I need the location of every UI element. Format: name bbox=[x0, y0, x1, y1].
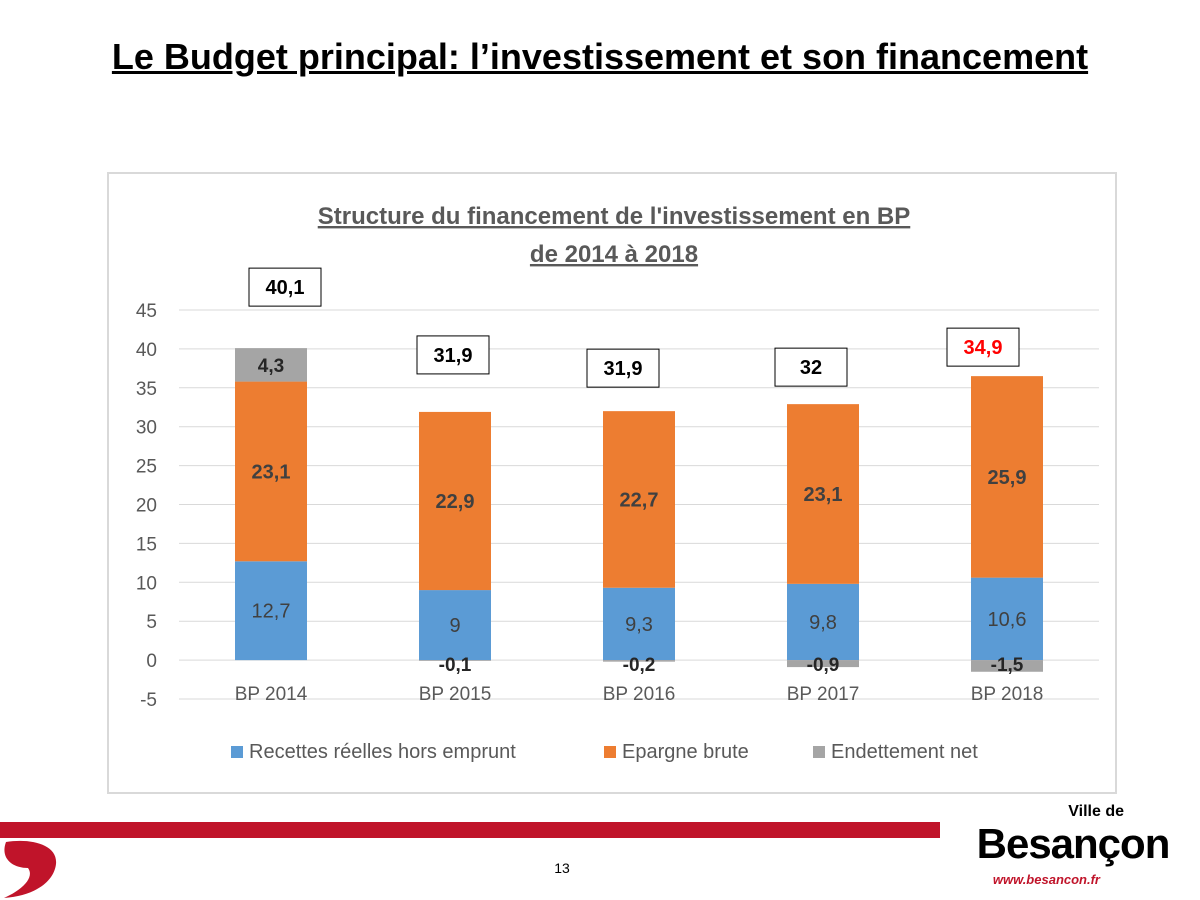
bar-recettes bbox=[419, 590, 491, 661]
total-box bbox=[586, 348, 660, 388]
bar-recettes bbox=[971, 577, 1043, 661]
legend-label-recettes: Recettes réelles hors emprunt bbox=[249, 741, 516, 763]
data-label-recettes: 9 bbox=[449, 615, 460, 637]
y-tick-label: 5 bbox=[146, 612, 157, 633]
chart-frame: 12,7 23,1 4,3 9 22,9 -0,1 9,3 22,7 -0,2 9,8 23,1 -0… bbox=[107, 172, 1117, 794]
bar-epargne bbox=[787, 404, 859, 584]
logo-besancon: Besançon bbox=[976, 820, 1171, 867]
data-label-endettement: -0,2 bbox=[623, 655, 656, 676]
bar-epargne bbox=[235, 381, 307, 562]
bar-recettes bbox=[603, 587, 675, 661]
bar-recettes bbox=[235, 561, 307, 661]
page-number: 13 bbox=[554, 860, 570, 876]
legend-swatch-epargne bbox=[604, 746, 616, 758]
total-labels: 40,1 31,9 31,9 32 34,9 bbox=[248, 267, 1020, 388]
bar-epargne bbox=[603, 411, 675, 588]
legend-swatch-recettes bbox=[231, 746, 243, 758]
data-label-epargne: 23,1 bbox=[804, 484, 843, 506]
data-label-endettement: -0,1 bbox=[439, 655, 472, 676]
total-label: 32 bbox=[800, 357, 822, 379]
x-tick-label: BP 2014 bbox=[235, 684, 308, 705]
data-label-recettes: 9,8 bbox=[809, 612, 837, 634]
y-tick-label: 45 bbox=[136, 301, 157, 322]
data-label-recettes: 9,3 bbox=[625, 614, 653, 636]
data-label-endettement: -1,5 bbox=[991, 655, 1024, 676]
bar-recettes bbox=[787, 583, 859, 661]
x-tick-label: BP 2018 bbox=[971, 684, 1044, 705]
y-tick-label: 40 bbox=[136, 340, 157, 361]
bar-endettement bbox=[419, 660, 491, 661]
total-label: 40,1 bbox=[266, 277, 305, 299]
data-label-endettement: -0,9 bbox=[807, 655, 840, 676]
legend-swatch-endettement bbox=[813, 746, 825, 758]
bar-epargne bbox=[419, 411, 491, 591]
y-tick-label: 20 bbox=[136, 496, 157, 517]
data-label-endettement: 4,3 bbox=[258, 356, 284, 377]
x-tick-label: BP 2016 bbox=[603, 684, 676, 705]
y-tick-label: -5 bbox=[140, 690, 157, 711]
total-label: 34,9 bbox=[964, 337, 1003, 359]
x-tick-label: BP 2017 bbox=[787, 684, 860, 705]
bar-endettement bbox=[603, 660, 675, 662]
bottom-brand-bar bbox=[0, 822, 940, 838]
y-tick-label: 30 bbox=[136, 418, 157, 439]
bar-epargne bbox=[971, 376, 1043, 578]
y-tick-label: 10 bbox=[136, 573, 157, 594]
legend: Recettes réelles hors emprunt Epargne br… bbox=[231, 741, 978, 763]
data-label-recettes: 10,6 bbox=[988, 609, 1027, 631]
y-tick-label: 15 bbox=[136, 534, 157, 555]
legend-label-epargne: Epargne brute bbox=[622, 741, 749, 763]
total-label: 31,9 bbox=[434, 345, 473, 367]
data-label-epargne: 22,9 bbox=[436, 491, 475, 513]
y-tick-label: 0 bbox=[146, 651, 157, 672]
bar-endettement bbox=[787, 660, 859, 668]
y-tick-label: 25 bbox=[136, 457, 157, 478]
data-label-recettes: 12,7 bbox=[252, 601, 291, 623]
comma-logo-icon bbox=[4, 840, 57, 898]
bar-endettement bbox=[235, 348, 307, 382]
logo-ville-de: Ville de bbox=[1068, 803, 1124, 820]
slide-title: Le Budget principal: l’investissement et… bbox=[111, 36, 1089, 77]
x-tick-label: BP 2015 bbox=[419, 684, 492, 705]
y-tick-label: 35 bbox=[136, 379, 157, 400]
bars bbox=[235, 348, 1043, 672]
legend-label-endettement: Endettement net bbox=[831, 741, 978, 763]
data-labels: 12,7 23,1 4,3 9 22,9 -0,1 9,3 22,7 -0,2 9,8 23,1 -0… bbox=[252, 356, 1027, 676]
chart-svg: 12,7 23,1 4,3 9 22,9 -0,1 9,3 22,7 -0,2 9,8 23,1 -0… bbox=[136, 203, 1099, 763]
chart-title: Structure du financement de l'investisse… bbox=[318, 203, 911, 268]
chart-title-line-1: Structure du financement de l'investisse… bbox=[318, 203, 911, 230]
total-box bbox=[946, 327, 1020, 367]
chart-title-line-2: de 2014 à 2018 bbox=[530, 241, 698, 268]
total-box bbox=[774, 347, 848, 387]
total-label: 31,9 bbox=[604, 358, 643, 380]
data-label-epargne: 25,9 bbox=[988, 467, 1027, 489]
data-label-epargne: 22,7 bbox=[620, 489, 659, 511]
total-box bbox=[416, 335, 490, 375]
logo-url: www.besancon.fr bbox=[992, 872, 1100, 887]
bar-endettement bbox=[971, 660, 1043, 672]
data-label-epargne: 23,1 bbox=[252, 461, 291, 483]
axes: 45 40 35 30 25 20 15 10 5 0 -5 BP 2014 BP 2015 BP 201… bbox=[136, 301, 1043, 711]
total-box bbox=[248, 267, 322, 307]
